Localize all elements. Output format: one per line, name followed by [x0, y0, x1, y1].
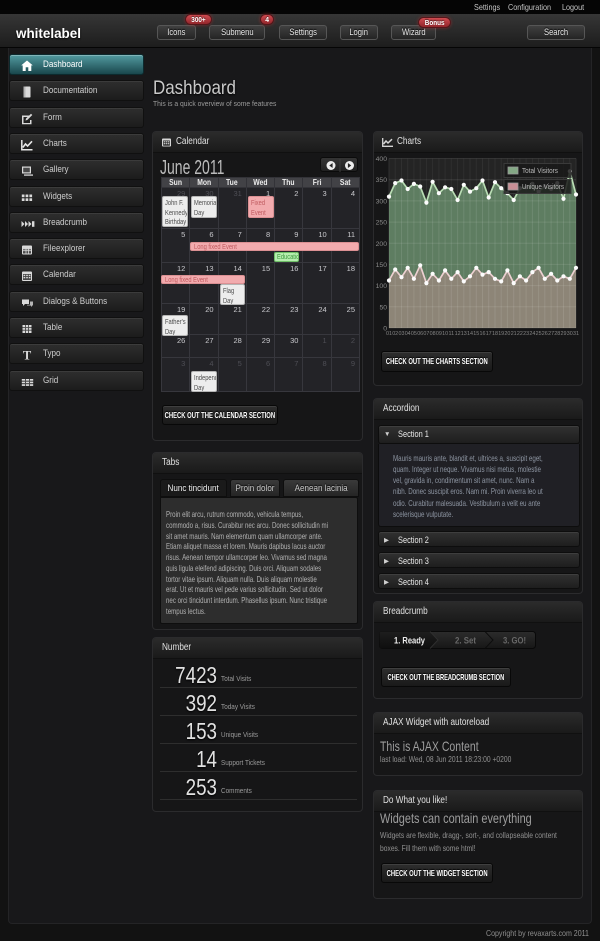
svg-text:24: 24: [529, 331, 535, 337]
svg-text:13: 13: [461, 331, 467, 337]
svg-text:2. Set: 2. Set: [455, 636, 477, 647]
svg-text:02: 02: [392, 331, 398, 337]
svg-text:1. Ready: 1. Ready: [394, 636, 426, 647]
svg-text:27: 27: [548, 331, 554, 337]
svg-text:17: 17: [486, 331, 492, 337]
svg-text:01: 01: [386, 331, 392, 337]
svg-text:18: 18: [492, 331, 498, 337]
svg-text:06: 06: [417, 331, 423, 337]
svg-text:08: 08: [430, 331, 436, 337]
svg-text:0: 0: [383, 326, 387, 333]
svg-text:11: 11: [448, 331, 454, 337]
svg-text:Total Visitors: Total Visitors: [522, 168, 558, 175]
svg-text:350: 350: [376, 177, 388, 184]
svg-text:12: 12: [455, 331, 461, 337]
svg-text:400: 400: [376, 156, 388, 163]
svg-text:50: 50: [379, 304, 387, 311]
svg-text:09: 09: [436, 331, 442, 337]
svg-text:30: 30: [567, 331, 573, 337]
svg-text:31: 31: [573, 331, 579, 337]
svg-text:20: 20: [504, 331, 510, 337]
svg-text:150: 150: [376, 262, 388, 269]
svg-text:03: 03: [399, 331, 405, 337]
svg-text:14: 14: [467, 331, 473, 337]
svg-text:200: 200: [376, 241, 388, 248]
svg-text:Unique Visitors: Unique Visitors: [522, 184, 564, 191]
svg-text:04: 04: [405, 331, 411, 337]
svg-text:100: 100: [376, 283, 388, 290]
svg-text:26: 26: [542, 331, 548, 337]
svg-text:22: 22: [517, 331, 523, 337]
svg-text:07: 07: [423, 331, 429, 337]
svg-text:23: 23: [523, 331, 529, 337]
svg-text:29: 29: [561, 331, 567, 337]
svg-text:15: 15: [473, 331, 479, 337]
svg-text:250: 250: [376, 220, 388, 227]
svg-text:300: 300: [376, 198, 388, 205]
svg-text:21: 21: [511, 331, 517, 337]
svg-text:28: 28: [554, 331, 560, 337]
svg-text:25: 25: [536, 331, 542, 337]
svg-text:3. GO!: 3. GO!: [503, 636, 526, 647]
svg-text:05: 05: [411, 331, 417, 337]
svg-text:10: 10: [442, 331, 448, 337]
svg-text:T: T: [23, 349, 32, 361]
svg-text:19: 19: [498, 331, 504, 337]
svg-text:16: 16: [480, 331, 486, 337]
